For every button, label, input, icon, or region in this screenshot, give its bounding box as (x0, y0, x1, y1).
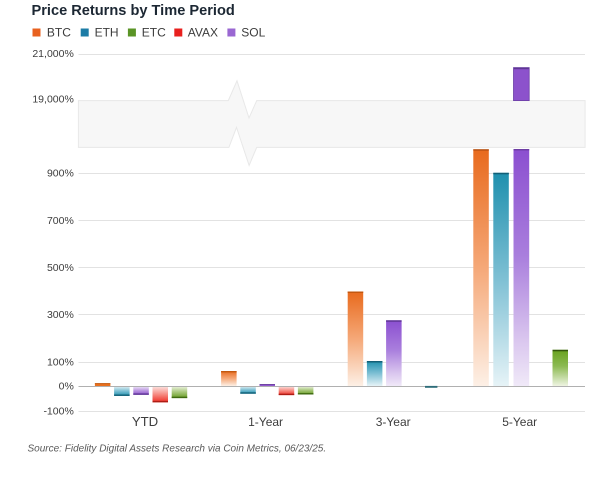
svg-text:19,000%: 19,000% (32, 94, 73, 106)
svg-text:900%: 900% (47, 167, 74, 179)
svg-text:AVAX: AVAX (188, 25, 218, 39)
svg-text:1-Year: 1-Year (248, 415, 283, 429)
svg-text:500%: 500% (47, 262, 74, 274)
svg-text:BTC: BTC (47, 25, 71, 39)
svg-text:300%: 300% (47, 309, 74, 321)
svg-text:21,000%: 21,000% (32, 48, 73, 60)
svg-text:3-Year: 3-Year (376, 415, 411, 429)
svg-text:700%: 700% (47, 215, 74, 227)
svg-text:ETH: ETH (95, 25, 119, 39)
svg-text:Price Returns by Time Period: Price Returns by Time Period (32, 3, 235, 19)
svg-text:ETC: ETC (142, 25, 166, 39)
svg-text:0%: 0% (59, 380, 74, 392)
svg-text:-100%: -100% (43, 405, 73, 417)
svg-text:SOL: SOL (241, 25, 265, 39)
svg-text:Source: Fidelity Digital Asset: Source: Fidelity Digital Assets Research… (28, 444, 327, 455)
svg-text:100%: 100% (47, 356, 74, 368)
svg-text:YTD: YTD (132, 414, 158, 429)
svg-text:5-Year: 5-Year (502, 415, 537, 429)
